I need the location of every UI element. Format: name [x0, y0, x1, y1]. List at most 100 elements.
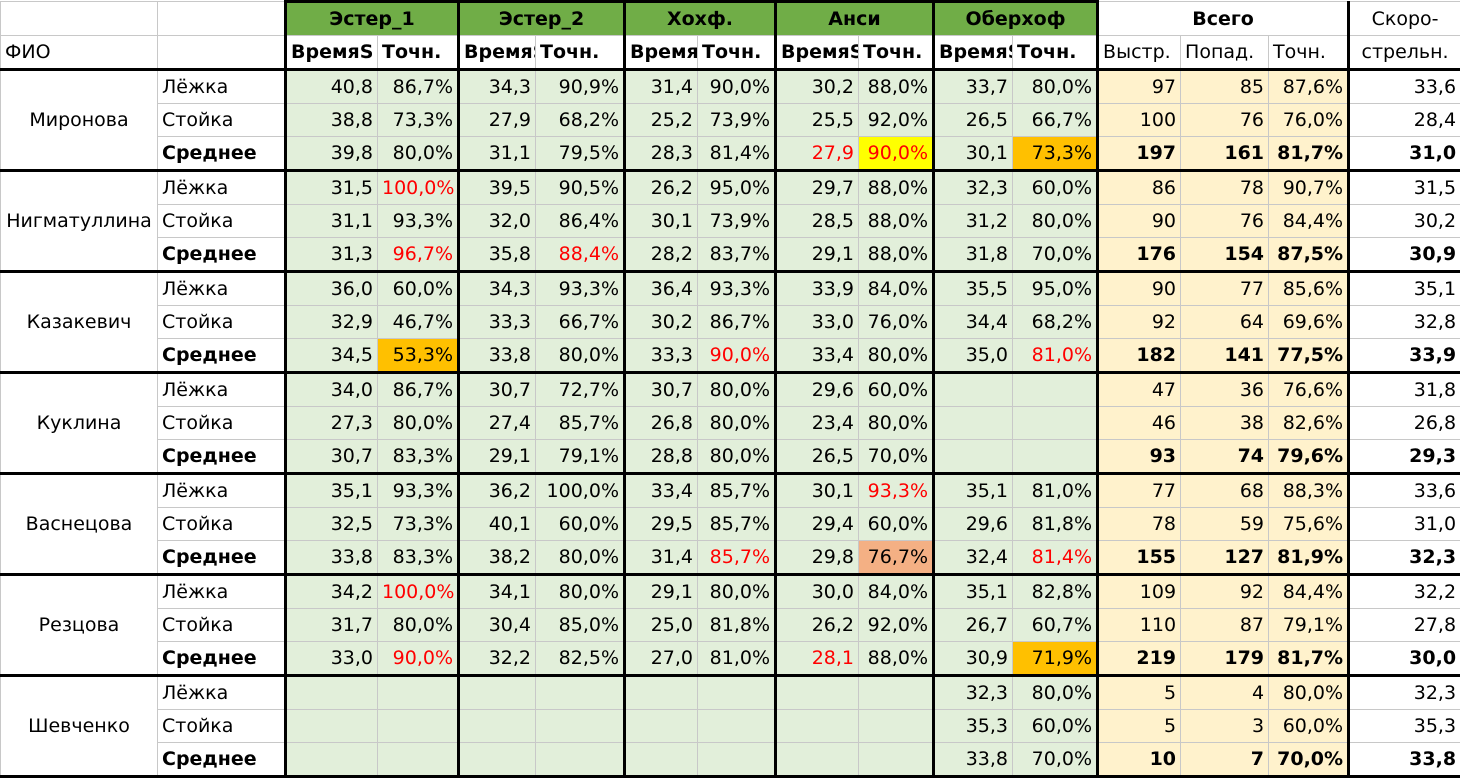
accuracy-cell: 83,3%	[378, 541, 459, 575]
accuracy-cell: 85,7%	[536, 407, 625, 440]
rate-cell: 30,0	[1349, 642, 1460, 676]
accuracy-cell: 66,7%	[536, 306, 625, 339]
accuracy-cell: 79,1%	[536, 440, 625, 474]
total-shots-cell: 93	[1098, 440, 1181, 474]
time-cell	[934, 407, 1013, 440]
total-accuracy-cell: 76,6%	[1269, 373, 1349, 407]
time-cell: 35,1	[934, 575, 1013, 609]
accuracy-cell: 80,0%	[698, 440, 776, 474]
total-shots-cell: 155	[1098, 541, 1181, 575]
total-shots-cell: 109	[1098, 575, 1181, 609]
time-cell: 35,8	[459, 238, 536, 272]
rate-cell: 32,8	[1349, 306, 1460, 339]
accuracy-cell: 88,0%	[859, 642, 934, 676]
total-accuracy-cell: 75,6%	[1269, 508, 1349, 541]
accuracy-cell: 93,3%	[378, 205, 459, 238]
time-cell: 28,8	[625, 440, 698, 474]
accuracy-cell: 80,0%	[536, 541, 625, 575]
time-cell: 28,3	[625, 137, 698, 171]
time-cell: 33,3	[625, 339, 698, 373]
accuracy-cell: 60,0%	[1013, 710, 1098, 743]
accuracy-cell: 88,0%	[859, 70, 934, 104]
group-header-annecy: Анси	[776, 2, 934, 36]
accuracy-cell: 73,9%	[698, 104, 776, 137]
row-label: Стойка	[158, 205, 286, 238]
time-cell: 27,0	[625, 642, 698, 676]
time-cell: 28,5	[776, 205, 859, 238]
row-label: Среднее	[158, 642, 286, 676]
group-header-total: Всего	[1098, 2, 1349, 36]
accuracy-cell: 80,0%	[859, 339, 934, 373]
rate-cell: 33,8	[1349, 743, 1460, 777]
rate-cell: 32,3	[1349, 541, 1460, 575]
accuracy-cell: 73,9%	[698, 205, 776, 238]
accuracy-cell: 86,7%	[698, 306, 776, 339]
rate-cell: 26,8	[1349, 407, 1460, 440]
rate-cell: 31,8	[1349, 373, 1460, 407]
accuracy-cell: 60,0%	[378, 272, 459, 306]
total-shots-cell: 219	[1098, 642, 1181, 676]
accuracy-cell: 95,0%	[1013, 272, 1098, 306]
row-label: Лёжка	[158, 272, 286, 306]
accuracy-cell	[378, 743, 459, 777]
time-cell: 33,0	[286, 642, 378, 676]
rate-cell: 29,3	[1349, 440, 1460, 474]
time-cell: 33,7	[934, 70, 1013, 104]
accuracy-cell: 71,9%	[1013, 642, 1098, 676]
total-hits-cell: 64	[1181, 306, 1269, 339]
accuracy-cell: 83,7%	[698, 238, 776, 272]
total-shots-cell: 90	[1098, 205, 1181, 238]
accuracy-cell: 60,0%	[1013, 171, 1098, 205]
row-label: Стойка	[158, 104, 286, 137]
athlete-name: Нигматуллина	[1, 171, 158, 272]
accuracy-cell	[698, 676, 776, 710]
accuracy-cell: 80,0%	[859, 407, 934, 440]
accuracy-cell: 92,0%	[859, 609, 934, 642]
time-cell: 31,2	[934, 205, 1013, 238]
accuracy-cell	[859, 676, 934, 710]
accuracy-cell: 70,0%	[859, 440, 934, 474]
total-hits-cell: 77	[1181, 272, 1269, 306]
total-hits-cell: 4	[1181, 676, 1269, 710]
time-cell	[776, 710, 859, 743]
rate-cell: 35,3	[1349, 710, 1460, 743]
accuracy-cell	[536, 743, 625, 777]
col-header-shots: Выстр.	[1098, 36, 1181, 70]
time-cell: 34,2	[286, 575, 378, 609]
time-cell: 29,6	[776, 373, 859, 407]
rate-cell: 31,0	[1349, 137, 1460, 171]
time-cell: 30,7	[459, 373, 536, 407]
col-header-time: ВремяS	[934, 36, 1013, 70]
accuracy-cell: 81,4%	[1013, 541, 1098, 575]
accuracy-cell: 73,3%	[1013, 137, 1098, 171]
accuracy-cell: 85,7%	[698, 541, 776, 575]
total-hits-cell: 92	[1181, 575, 1269, 609]
total-hits-cell: 78	[1181, 171, 1269, 205]
row-label: Лёжка	[158, 373, 286, 407]
time-cell: 35,1	[286, 474, 378, 508]
time-cell: 30,2	[776, 70, 859, 104]
total-shots-cell: 182	[1098, 339, 1181, 373]
col-header-accuracy: Точн.	[378, 36, 459, 70]
total-accuracy-cell: 77,5%	[1269, 339, 1349, 373]
time-cell: 40,1	[459, 508, 536, 541]
accuracy-cell: 80,0%	[1013, 205, 1098, 238]
accuracy-cell: 82,5%	[536, 642, 625, 676]
time-cell: 31,1	[286, 205, 378, 238]
time-cell: 26,8	[625, 407, 698, 440]
time-cell	[934, 373, 1013, 407]
accuracy-cell	[1013, 373, 1098, 407]
total-shots-cell: 100	[1098, 104, 1181, 137]
total-hits-cell: 59	[1181, 508, 1269, 541]
time-cell	[776, 676, 859, 710]
total-hits-cell: 74	[1181, 440, 1269, 474]
accuracy-cell: 95,0%	[698, 171, 776, 205]
time-cell: 33,8	[459, 339, 536, 373]
